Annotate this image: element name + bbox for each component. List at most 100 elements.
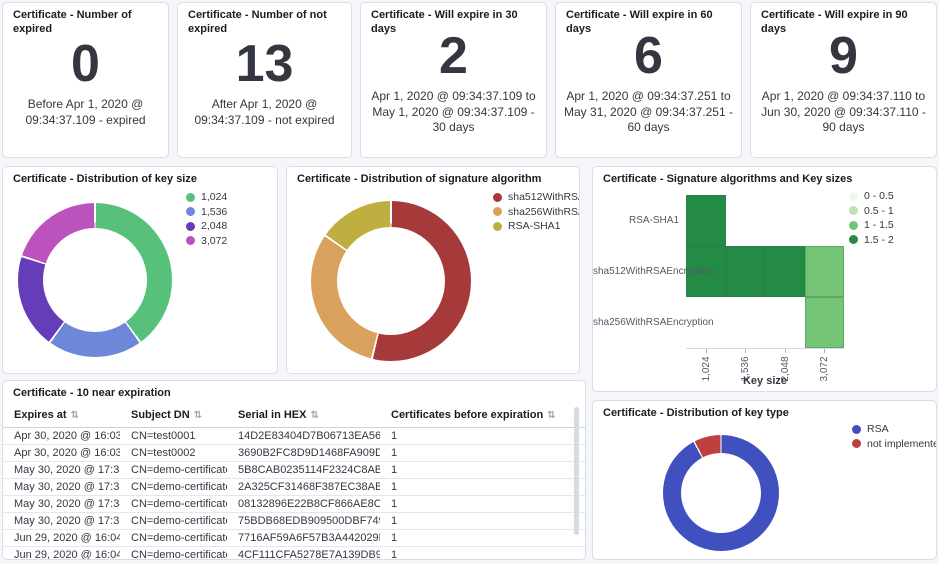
panel-expire-in-30-days: Certificate - Will expire in 30 days 2 A… <box>360 2 547 158</box>
key-size-legend-dot <box>186 192 195 202</box>
metric-value: 6 <box>634 27 663 86</box>
table-cell: 5B8CAB0235114F2324C8AB9D398C52C15F721423 <box>227 461 380 479</box>
panel-signature-algorithm-distribution: Certificate - Distribution of signature … <box>286 166 580 374</box>
signature-algorithm-donut[interactable] <box>311 201 471 361</box>
table-cell: Apr 30, 2020 @ 16:03:44.000 <box>3 444 120 462</box>
heatmap-cell[interactable] <box>725 246 765 297</box>
heatmap-cell[interactable] <box>765 297 805 348</box>
donut-hole <box>43 228 147 332</box>
metric-body: 2 Apr 1, 2020 @ 09:34:37.109 to May 1, 2… <box>361 19 546 147</box>
key-type-legend-label: RSA <box>867 423 889 436</box>
signature-legend-dot <box>493 221 502 231</box>
key-size-legend-label: 1,536 <box>201 205 228 218</box>
heatmap-cell[interactable] <box>804 297 844 348</box>
metric-value: 13 <box>235 34 294 93</box>
metric-value: 0 <box>71 34 100 93</box>
heatmap-legend-label: 1.5 - 2 <box>864 233 894 246</box>
key-type-legend: RSA not implemented <box>852 422 936 452</box>
heatmap-legend-label: 0 - 0.5 <box>864 190 894 203</box>
panel-number-of-expired: Certificate - Number of expired 0 Before… <box>2 2 169 158</box>
table-header-expires-at[interactable]: Expires at ⇅ <box>3 405 120 428</box>
signature-legend-label: sha512WithRSAEncr... <box>508 191 579 204</box>
metric-body: 13 After Apr 1, 2020 @ 09:34:37.109 - no… <box>178 19 351 147</box>
signature-legend-label: RSA-SHA1 <box>508 220 561 233</box>
heatmap-legend-item[interactable]: 1.5 - 2 <box>849 233 894 248</box>
key-type-legend-dot <box>852 439 861 449</box>
table-cell: 1 <box>380 495 585 513</box>
signature-legend-item[interactable]: sha256WithRSAEnc... <box>493 205 579 220</box>
heatmap-x-tick <box>705 349 707 353</box>
heatmap-legend-item[interactable]: 0.5 - 1 <box>849 204 894 219</box>
panel-title: Certificate - Distribution of signature … <box>297 173 542 185</box>
table-cell: CN=demo-certificate-0001 <box>120 529 227 547</box>
panel-near-expiration-table: Certificate - 10 near expiration Expires… <box>2 380 586 560</box>
table-cell: 1 <box>380 546 585 559</box>
table-header-certificates-before-expiration[interactable]: Certificates before expiration ⇅ <box>380 405 585 428</box>
column-label: Subject DN <box>131 409 190 421</box>
heatmap-cell[interactable] <box>765 246 805 297</box>
table-cell: May 30, 2020 @ 17:33:32.000 <box>3 478 120 496</box>
metric-body: 6 Apr 1, 2020 @ 09:34:37.251 to May 31, … <box>556 19 741 147</box>
table-cell: CN=test0001 <box>120 427 227 445</box>
panel-title: Certificate - Will expire in 90 days <box>761 9 908 35</box>
signature-legend-item[interactable]: sha512WithRSAEncr... <box>493 190 579 205</box>
metric-subtitle: After Apr 1, 2020 @ 09:34:37.109 - not e… <box>194 96 335 127</box>
key-size-legend-item[interactable]: 1,536 <box>186 205 227 220</box>
table-header-subject-dn[interactable]: Subject DN ⇅ <box>120 405 227 428</box>
table-cell: 1 <box>380 529 585 547</box>
metric-subtitle: Before Apr 1, 2020 @ 09:34:37.109 - expi… <box>25 96 146 127</box>
table-row: Apr 30, 2020 @ 16:03:44.000CN=test000236… <box>3 444 585 462</box>
heatmap-cell[interactable] <box>686 195 726 246</box>
table-cell: 2A325CF31468F387EC38ABFA17352F1310DAC49E <box>227 478 380 496</box>
signature-algorithm-legend: sha512WithRSAEncr...sha256WithRSAEnc... R… <box>493 190 579 234</box>
table-cell: May 30, 2020 @ 17:33:09.000 <box>3 461 120 479</box>
table-cell: Jun 29, 2020 @ 16:04:36.000 <box>3 529 120 547</box>
table-cell: 1 <box>380 461 585 479</box>
key-size-legend-item[interactable]: 2,048 <box>186 219 227 234</box>
donut-hole <box>681 453 761 533</box>
panel-title: Certificate - 10 near expiration <box>13 387 171 399</box>
metric-value: 2 <box>439 27 468 86</box>
table-cell: CN=demo-certificate-0002 <box>120 546 227 559</box>
heatmap-y-label: RSA-SHA1 <box>628 214 679 226</box>
table-cell: Apr 30, 2020 @ 16:03:24.000 <box>3 427 120 445</box>
key-size-legend-item[interactable]: 1,024 <box>186 190 227 205</box>
near-expiration-table: Expires at ⇅ Subject DN ⇅ Serial in HEX ⇅ Cert… <box>3 405 585 559</box>
heatmap-cell[interactable] <box>765 195 805 246</box>
heatmap-cell[interactable] <box>804 195 844 246</box>
key-size-donut[interactable] <box>18 203 172 357</box>
key-size-legend-label: 2,048 <box>201 220 228 233</box>
key-type-donut[interactable] <box>663 435 779 551</box>
heatmap-cell[interactable] <box>725 297 765 348</box>
heatmap-legend: 0 - 0.5 0.5 - 1 1 - 1.5 1.5 - 2 <box>849 189 894 247</box>
heatmap-cell[interactable] <box>725 195 765 246</box>
table-header-row: Expires at ⇅ Subject DN ⇅ Serial in HEX ⇅ Cert… <box>3 405 585 428</box>
panel-title: Certificate - Will expire in 60 days <box>566 9 713 35</box>
table-cell: CN=demo-certificate-0005 <box>120 478 227 496</box>
key-type-legend-item[interactable]: not implemented <box>852 437 936 452</box>
table-vertical-scrollbar[interactable] <box>574 407 579 535</box>
heatmap-y-label: sha512WithRSAEncryption <box>593 265 714 277</box>
heatmap-legend-item[interactable]: 0 - 0.5 <box>849 189 894 204</box>
table-cell: Jun 29, 2020 @ 16:04:47.000 <box>3 546 120 559</box>
metric-body: 9 Apr 1, 2020 @ 09:34:37.110 to Jun 30, … <box>751 19 936 147</box>
panel-title: Certificate - Distribution of key size <box>13 173 197 185</box>
key-size-legend-dot <box>186 207 195 217</box>
heatmap-plot <box>686 195 844 349</box>
heatmap-cell[interactable] <box>686 246 726 297</box>
panel-title: Certificate - Will expire in 30 days <box>371 9 518 35</box>
table-row: Apr 30, 2020 @ 16:03:24.000CN=test000114… <box>3 427 585 445</box>
key-size-legend-item[interactable]: 3,072 <box>186 234 227 249</box>
heatmap-legend-dot <box>849 191 858 201</box>
signature-legend-item[interactable]: RSA-SHA1 <box>493 219 579 234</box>
panel-key-size-distribution: Certificate - Distribution of key size 1… <box>2 166 278 374</box>
table-header-serial-in-hex[interactable]: Serial in HEX ⇅ <box>227 405 380 428</box>
key-type-legend-item[interactable]: RSA <box>852 422 936 437</box>
heatmap-legend-item[interactable]: 1 - 1.5 <box>849 218 894 233</box>
heatmap-cell[interactable] <box>686 297 726 348</box>
heatmap-legend-label: 0.5 - 1 <box>864 204 894 217</box>
panel-number-of-not-expired: Certificate - Number of not expired 13 A… <box>177 2 352 158</box>
key-size-legend-dot <box>186 236 195 246</box>
heatmap-cell[interactable] <box>804 246 844 297</box>
table-cell: 14D2E83404D7B06713EA56DF6491E1379FAF6DA0 <box>227 427 380 445</box>
